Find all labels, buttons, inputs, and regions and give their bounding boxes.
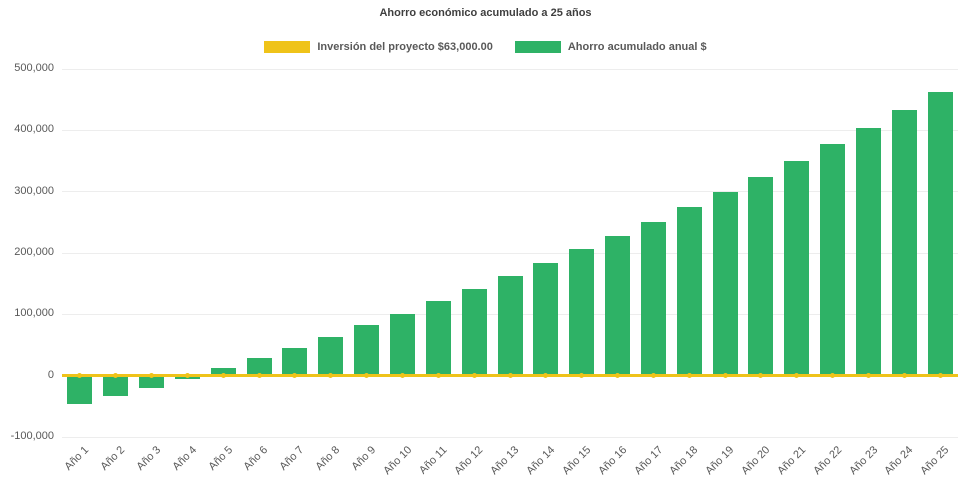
- bar-year-5: [210, 368, 236, 376]
- bar-year-6: [246, 358, 272, 376]
- x-axis-tick-label: Año 5: [205, 444, 235, 473]
- investment-line-marker: [364, 373, 370, 379]
- x-axis-tick-label: Año 25: [918, 444, 952, 478]
- y-axis-tick-label: 0: [47, 368, 54, 381]
- bar-year-15: [569, 249, 595, 376]
- bar-year-9: [354, 325, 380, 376]
- bar-year-12: [461, 288, 487, 376]
- y-axis-tick-label: 200,000: [14, 246, 54, 258]
- bar-year-14: [533, 262, 559, 376]
- bar-year-20: [748, 176, 774, 376]
- x-axis-tick-label: Año 2: [98, 444, 128, 473]
- x-axis-tick-label: Año 6: [241, 444, 271, 473]
- investment-line-marker: [399, 373, 405, 379]
- y-axis-tick-label: 300,000: [14, 184, 54, 197]
- legend-label-savings: Ahorro acumulado anual $: [567, 41, 707, 53]
- investment-line-marker: [435, 373, 441, 379]
- x-axis-tick-label: Año 16: [595, 444, 630, 478]
- x-axis-tick-label: Año 20: [739, 444, 773, 478]
- x-axis-tick-label: Año 13: [488, 444, 522, 478]
- investment-line-marker: [184, 373, 190, 379]
- investment-line-marker: [937, 373, 943, 379]
- bar-year-1: [67, 375, 93, 405]
- investment-line-marker: [758, 373, 764, 379]
- x-axis-tick-label: Año 24: [882, 444, 916, 478]
- investment-line-marker: [328, 373, 334, 379]
- investment-line-marker: [471, 373, 477, 379]
- x-axis-tick-label: Año 14: [524, 444, 558, 478]
- bar-year-10: [389, 313, 415, 376]
- x-axis-tick-label: Año 15: [560, 444, 594, 478]
- bar-year-24: [891, 110, 917, 376]
- bar-year-8: [318, 337, 344, 376]
- legend-swatch-investment: [264, 41, 311, 53]
- investment-line-marker: [686, 373, 692, 379]
- bar-year-3: [139, 375, 165, 388]
- x-axis-tick-label: Año 9: [349, 444, 379, 473]
- x-axis-tick-label: Año 4: [170, 444, 199, 473]
- x-axis-tick-label: Año 11: [417, 444, 450, 477]
- y-axis-tick-label: -100,000: [10, 430, 54, 442]
- bar-year-11: [425, 301, 451, 376]
- x-axis-tick-label: Año 17: [631, 444, 665, 478]
- bar-year-19: [712, 191, 738, 376]
- gridline: [62, 129, 958, 131]
- investment-line-marker: [77, 373, 83, 379]
- investment-line-marker: [615, 373, 621, 379]
- bar-year-13: [497, 275, 523, 376]
- x-axis-tick-label: Año 22: [810, 444, 845, 478]
- investment-line-marker: [579, 373, 585, 379]
- bar-year-22: [820, 144, 846, 376]
- bar-year-23: [855, 127, 881, 376]
- legend-item-investment: Inversión del proyecto $63,000.00: [264, 41, 493, 53]
- investment-line-marker: [865, 373, 871, 379]
- investment-line-marker: [830, 373, 836, 379]
- investment-line-marker: [292, 373, 298, 379]
- investment-line-marker: [113, 373, 119, 379]
- gridline: [62, 68, 958, 70]
- x-axis-tick-label: Año 19: [703, 444, 737, 478]
- chart-legend: Inversión del proyecto $63,000.00 Ahorro…: [0, 41, 971, 53]
- x-axis-tick-label: Año 18: [667, 444, 701, 478]
- x-axis-tick-label: Año 23: [846, 444, 880, 478]
- bar-year-25: [927, 91, 953, 376]
- chart-title: Ahorro económico acumulado a 25 años: [379, 7, 592, 19]
- gridline: [62, 252, 958, 254]
- bar-year-2: [103, 375, 129, 396]
- investment-line-marker: [794, 373, 800, 379]
- gridline: [62, 191, 958, 193]
- bar-year-16: [605, 235, 631, 376]
- bar-year-7: [282, 348, 308, 376]
- x-axis-tick-label: Año 1: [62, 444, 92, 473]
- investment-line-marker: [149, 373, 155, 379]
- x-axis-tick-label: Año 12: [452, 444, 486, 478]
- legend-label-investment: Inversión del proyecto $63,000.00: [317, 41, 493, 53]
- y-axis-tick-label: 400,000: [14, 123, 54, 136]
- investment-line-marker: [220, 373, 226, 379]
- legend-item-savings: Ahorro acumulado anual $: [514, 41, 707, 53]
- legend-swatch-savings: [514, 41, 561, 53]
- investment-line-marker: [650, 373, 656, 379]
- x-axis-tick-label: Año 7: [277, 444, 307, 473]
- bar-year-21: [784, 161, 810, 376]
- investment-line-marker: [543, 373, 549, 379]
- y-axis-tick-label: 100,000: [14, 307, 54, 320]
- x-axis-tick-label: Año 3: [134, 444, 164, 473]
- bar-year-18: [676, 207, 702, 376]
- x-axis-tick-label: Año 8: [313, 444, 343, 473]
- gridline: [62, 436, 958, 438]
- x-axis-tick-label: Año 21: [775, 444, 809, 478]
- investment-line-marker: [256, 373, 262, 379]
- investment-line-marker: [722, 373, 728, 379]
- bar-year-17: [640, 221, 666, 376]
- investment-line-marker: [507, 373, 513, 379]
- y-axis-tick-label: 500,000: [14, 62, 54, 74]
- x-axis-tick-label: Año 10: [380, 444, 414, 478]
- investment-line-marker: [901, 373, 907, 379]
